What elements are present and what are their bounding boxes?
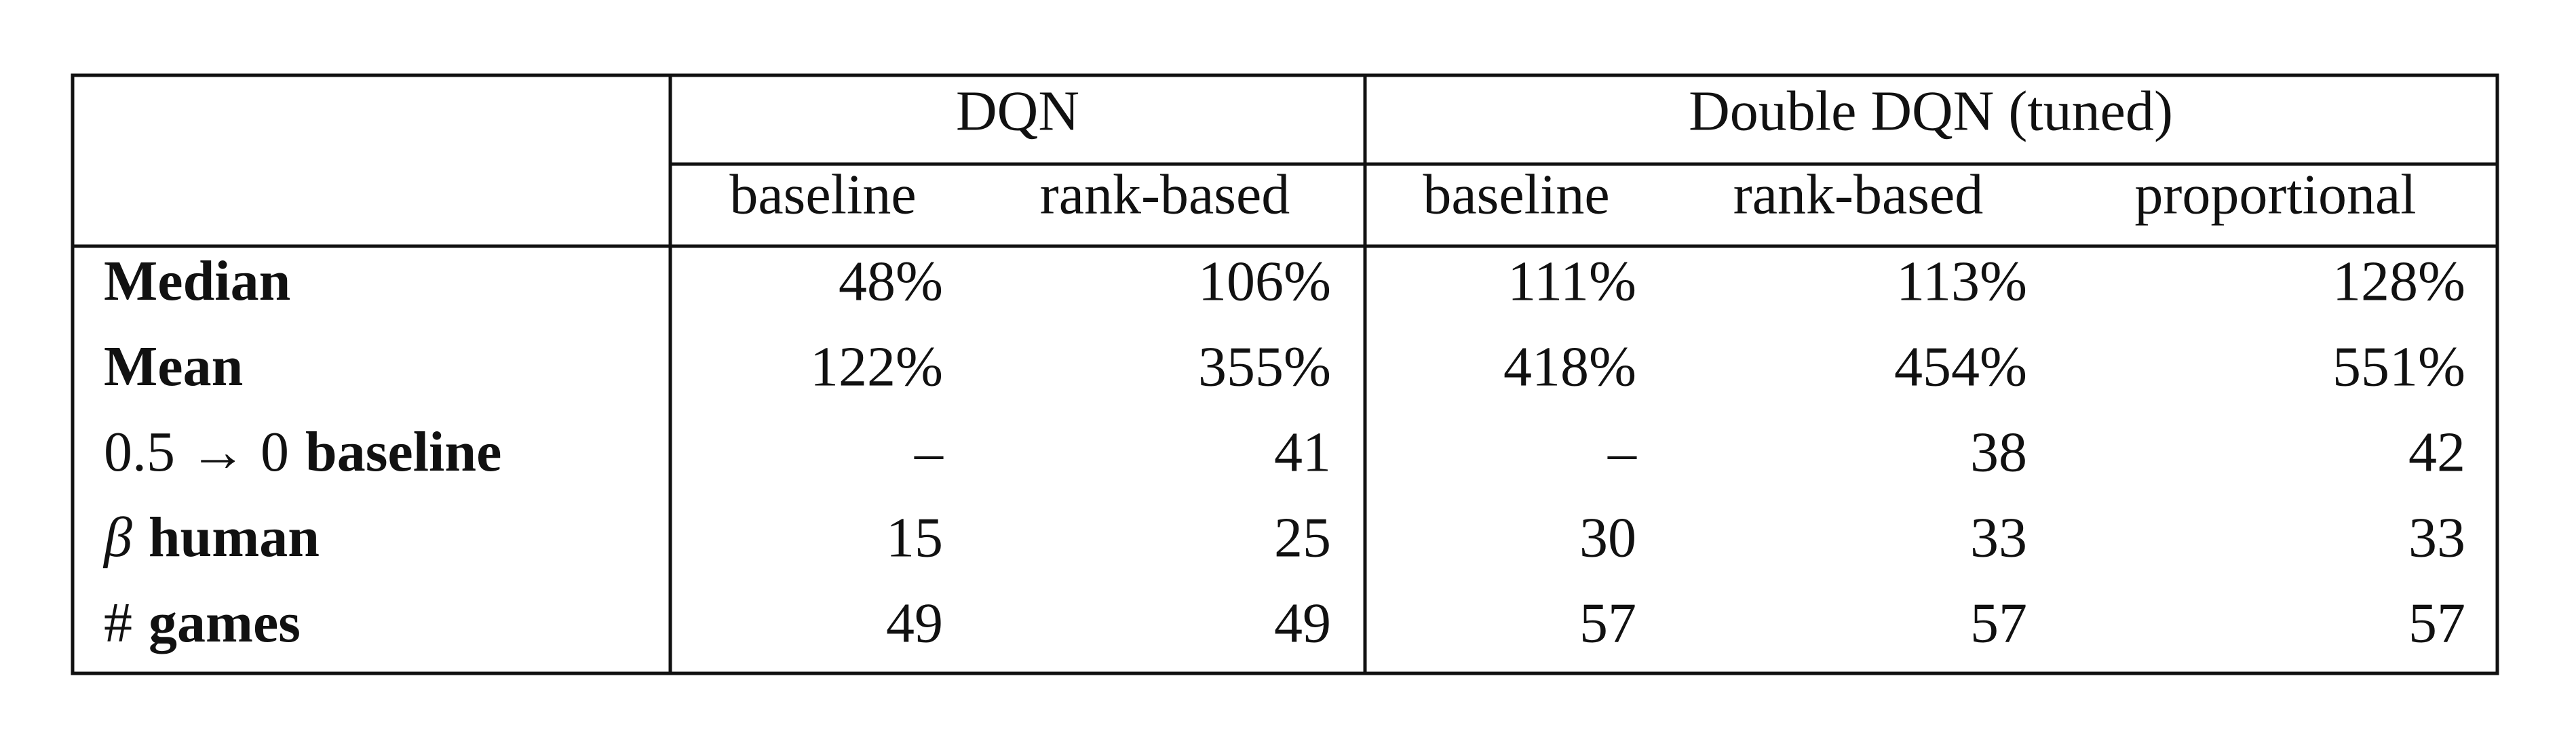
- cell: 41: [1274, 420, 1331, 483]
- cell: 33: [1970, 506, 2027, 569]
- cell: 57: [2408, 591, 2465, 654]
- row-label-text: games: [149, 591, 301, 654]
- cell: 38: [1970, 420, 2027, 483]
- column-header: rank-based: [1040, 163, 1290, 226]
- cell: 111%: [1507, 250, 1636, 313]
- cell: 30: [1579, 506, 1636, 569]
- group-header: DQN: [956, 79, 1079, 142]
- row-label-prefix: #: [104, 591, 132, 654]
- cell: 49: [886, 591, 943, 654]
- table-border: [71, 73, 2499, 675]
- cell: 48%: [839, 250, 943, 313]
- row-label-text: human: [149, 506, 320, 569]
- cell: 454%: [1894, 335, 2027, 398]
- row-label-text: baseline: [305, 420, 501, 483]
- cell: 128%: [2332, 250, 2465, 313]
- column-header: baseline: [729, 163, 916, 226]
- row-label: # games: [104, 591, 301, 654]
- column-header: rank-based: [1733, 163, 1983, 226]
- cell: 15: [886, 506, 943, 569]
- row-label: Median: [104, 250, 290, 313]
- row-label: β human: [102, 506, 320, 569]
- cell: 33: [2408, 506, 2465, 569]
- cell: 113%: [1896, 250, 2027, 313]
- row-label-text: Median: [104, 250, 290, 313]
- cell: 355%: [1198, 335, 1331, 398]
- cell: 106%: [1198, 250, 1331, 313]
- row-label-prefix: β: [102, 506, 132, 569]
- cell: 57: [1970, 591, 2027, 654]
- row-label: Mean: [104, 335, 243, 398]
- cell: –: [914, 420, 944, 483]
- cell: –: [1607, 420, 1637, 483]
- row-label-prefix: 0.5 → 0: [104, 420, 289, 483]
- cell: 25: [1274, 506, 1331, 569]
- cell: 551%: [2332, 335, 2465, 398]
- column-header: proportional: [2134, 163, 2416, 226]
- cell: 122%: [810, 335, 943, 398]
- row-label: 0.5 → 0 baseline: [104, 420, 501, 483]
- cell: 42: [2408, 420, 2465, 483]
- cell: 57: [1579, 591, 1636, 654]
- column-header: baseline: [1423, 163, 1609, 226]
- cell: 49: [1274, 591, 1331, 654]
- cell: 418%: [1503, 335, 1636, 398]
- row-label-text: Mean: [104, 335, 243, 398]
- group-header: Double DQN (tuned): [1689, 79, 2173, 142]
